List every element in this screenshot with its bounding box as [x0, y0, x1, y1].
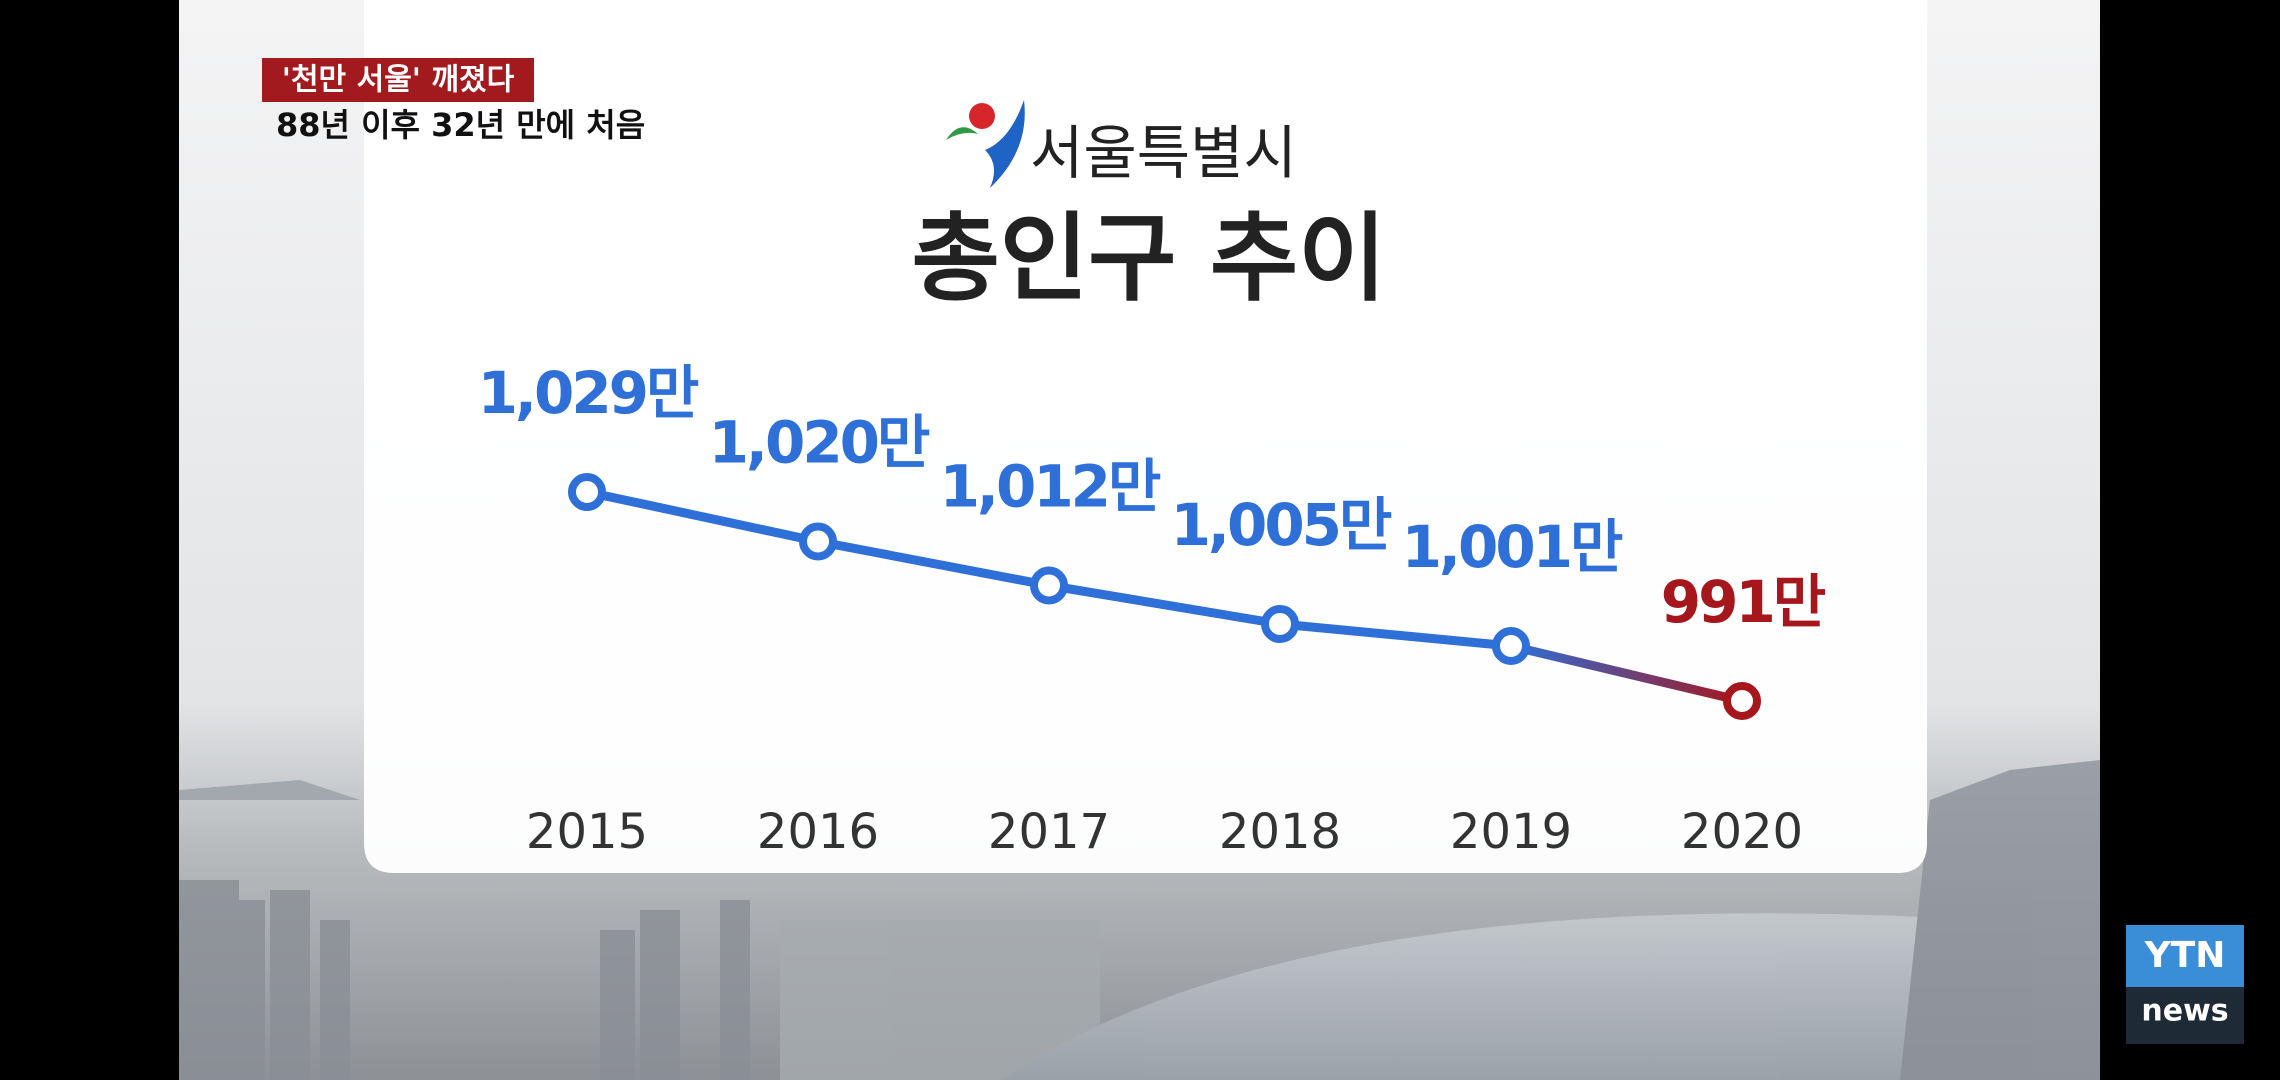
x-tick-label: 2019: [1450, 804, 1572, 860]
x-tick-label: 2016: [757, 804, 879, 860]
channel-name: YTN: [2144, 935, 2226, 976]
x-tick-label: 2015: [526, 804, 648, 860]
x-tick-label: 2017: [988, 804, 1110, 860]
value-label: 1,020만: [709, 409, 930, 477]
point: [568, 473, 606, 511]
point: [1492, 627, 1530, 665]
chart-title: 총인구 추이: [911, 202, 1386, 314]
point: [1030, 566, 1068, 605]
value-label: 1,001만: [1402, 513, 1623, 581]
x-tick-label: 2020: [1681, 804, 1803, 860]
x-tick-label: 2018: [1219, 804, 1341, 860]
channel-logo: YTN news: [2126, 925, 2244, 1044]
channel-sub: news: [2141, 994, 2228, 1029]
value-label: 1,012만: [940, 453, 1161, 521]
logo-text: 서울특별시: [1030, 119, 1297, 187]
seoul-logo: [946, 100, 1025, 188]
point: [1723, 682, 1761, 720]
banner-text: '천만 서울' 깨졌다: [282, 63, 515, 98]
line-tail: [1509, 641, 1744, 706]
value-label: 1,029만: [478, 359, 699, 427]
value-label: 991만: [1661, 568, 1826, 636]
skyline: [179, 760, 2100, 1080]
point: [799, 522, 837, 561]
value-label: 1,005만: [1171, 491, 1392, 559]
banner-box: [262, 58, 534, 102]
subtitle: 88년 이후 32년 만에 처음: [276, 106, 645, 144]
point: [1261, 605, 1299, 643]
